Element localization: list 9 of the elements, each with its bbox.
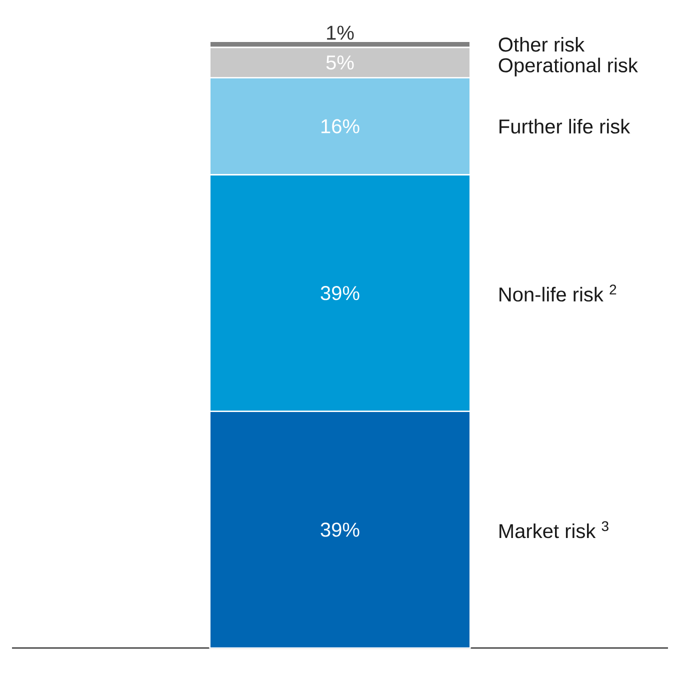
series-label: Non-life risk $^{2}$ [500,284,616,302]
series-label: Market risk $^{3}$ [500,521,608,538]
data-label: 1% [327,26,354,40]
series-label: Operational risk [498,58,638,76]
data-label: 39% [320,286,360,300]
data-label: 39% [320,522,360,537]
series-label: Further life risk [500,118,630,134]
series-label: Other risk [498,37,585,52]
data-label: 16% [322,119,360,134]
